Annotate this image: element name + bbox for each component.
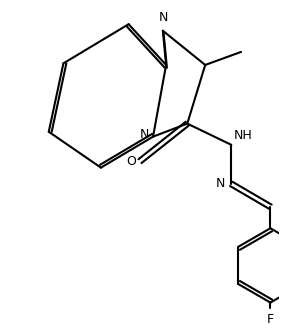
Text: N: N xyxy=(216,178,225,190)
Text: N: N xyxy=(159,11,169,24)
Text: F: F xyxy=(267,313,274,326)
Text: O: O xyxy=(126,155,136,168)
Text: NH: NH xyxy=(234,129,253,142)
Text: N: N xyxy=(140,128,149,141)
